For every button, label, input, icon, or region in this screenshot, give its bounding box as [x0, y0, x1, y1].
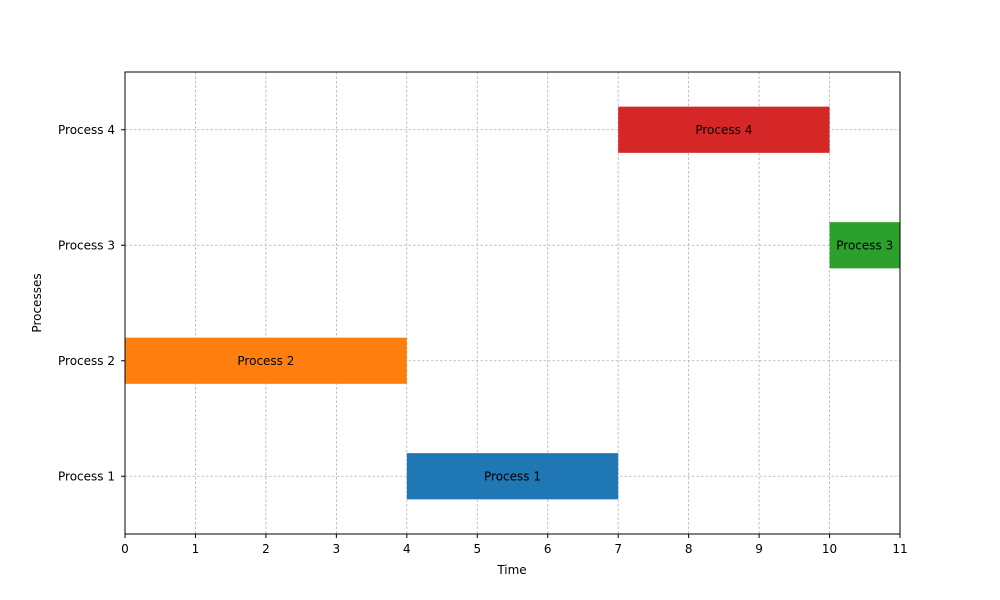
x-axis-ticks: 0 1 2 3 4 5 6 7 8 9 10 11 — [121, 534, 908, 556]
bar-label: Process 3 — [836, 238, 893, 252]
bar-label: Process 2 — [237, 354, 294, 368]
x-tick-label: 3 — [333, 542, 341, 556]
bar-labels: Process 1 Process 2 Process 3 Process 4 — [237, 123, 893, 484]
x-tick-label: 8 — [685, 542, 693, 556]
bar-label: Process 1 — [484, 469, 541, 483]
y-tick-label: Process 4 — [58, 123, 115, 137]
x-tick-label: 10 — [822, 542, 837, 556]
bar-label: Process 4 — [695, 123, 752, 137]
x-tick-label: 0 — [121, 542, 129, 556]
x-tick-label: 4 — [403, 542, 411, 556]
y-axis-ticks: Process 1 Process 2 Process 3 Process 4 — [58, 123, 125, 483]
y-tick-label: Process 1 — [58, 469, 115, 483]
bar-process-3 — [829, 222, 900, 269]
plot-frame — [124, 71, 901, 535]
y-axis-label: Processes — [30, 273, 44, 332]
bar-process-2 — [125, 337, 407, 384]
y-tick-label: Process 3 — [58, 238, 115, 252]
bars — [125, 106, 900, 500]
x-axis-label: Time — [496, 563, 526, 577]
x-tick-label: 1 — [192, 542, 200, 556]
x-tick-label: 2 — [262, 542, 270, 556]
x-tick-label: 5 — [473, 542, 481, 556]
bar-process-4 — [618, 106, 830, 153]
x-tick-label: 6 — [544, 542, 552, 556]
bar-process-1 — [406, 453, 619, 500]
y-tick-label: Process 2 — [58, 354, 115, 368]
x-tick-label: 9 — [755, 542, 763, 556]
x-tick-label: 11 — [892, 542, 907, 556]
x-tick-label: 7 — [614, 542, 622, 556]
